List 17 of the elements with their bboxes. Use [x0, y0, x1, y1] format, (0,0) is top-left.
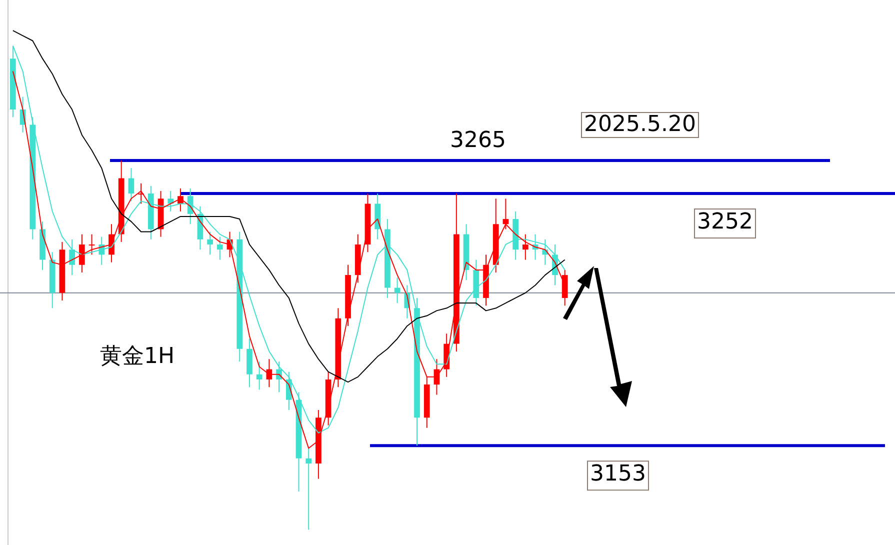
candlestick: [306, 448, 312, 530]
annotation: 2025.5.20: [581, 112, 699, 138]
candlestick: [128, 168, 134, 202]
candlestick: [216, 236, 223, 260]
candlestick: [256, 361, 262, 390]
candlestick: [502, 198, 509, 230]
candlestick: [78, 234, 85, 273]
candlestick: [88, 234, 95, 256]
ref-line-label: 3252: [697, 209, 753, 234]
candlestick: [207, 231, 213, 256]
candlestick: [69, 238, 75, 276]
candlestick: [522, 234, 528, 260]
ref-line-label: 3153: [590, 461, 646, 486]
candlestick: [168, 190, 174, 212]
candlestick: [394, 277, 400, 304]
ref-line-label: 3265: [450, 128, 506, 154]
annotation: 黄金1H: [100, 344, 175, 369]
